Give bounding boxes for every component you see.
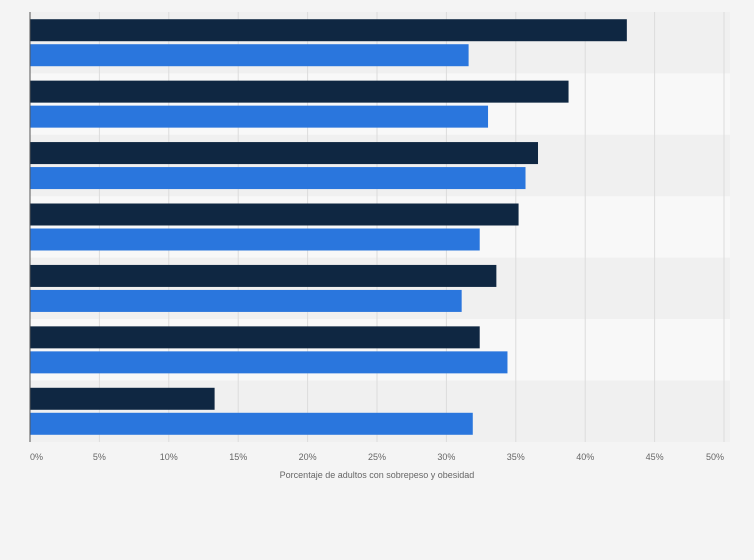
bars: [30, 19, 627, 435]
bar-series-1: [30, 387, 215, 410]
bar-series-2: [30, 167, 526, 190]
x-tick-label: 25%: [368, 452, 386, 462]
x-tick-label: 20%: [299, 452, 317, 462]
bar-series-1: [30, 142, 539, 165]
x-tick-labels: 0% 5% 10% 15% 20% 25% 30% 35% 40% 45% 50%: [30, 452, 724, 462]
bar-series-2: [30, 105, 489, 128]
x-tick-label: 45%: [646, 452, 664, 462]
x-axis-title: Porcentaje de adultos con sobrepeso y ob…: [280, 470, 475, 480]
bar-series-2: [30, 351, 508, 374]
row-bands: [30, 12, 730, 442]
bar-series-1: [30, 19, 627, 42]
bar-series-1: [30, 80, 569, 103]
bar-series-2: [30, 412, 473, 435]
x-tick-label: 40%: [576, 452, 594, 462]
bar-series-2: [30, 44, 469, 67]
x-tick-label: 30%: [437, 452, 455, 462]
x-tick-label: 50%: [706, 452, 724, 462]
x-tick-label: 0%: [30, 452, 43, 462]
bar-series-1: [30, 326, 480, 349]
bar-series-2: [30, 289, 462, 312]
x-tick-label: 5%: [93, 452, 106, 462]
x-tick-label: 15%: [229, 452, 247, 462]
bar-series-2: [30, 228, 480, 251]
x-tick-label: 35%: [507, 452, 525, 462]
bar-series-1: [30, 264, 497, 287]
bar-series-1: [30, 203, 519, 226]
x-tick-label: 10%: [160, 452, 178, 462]
